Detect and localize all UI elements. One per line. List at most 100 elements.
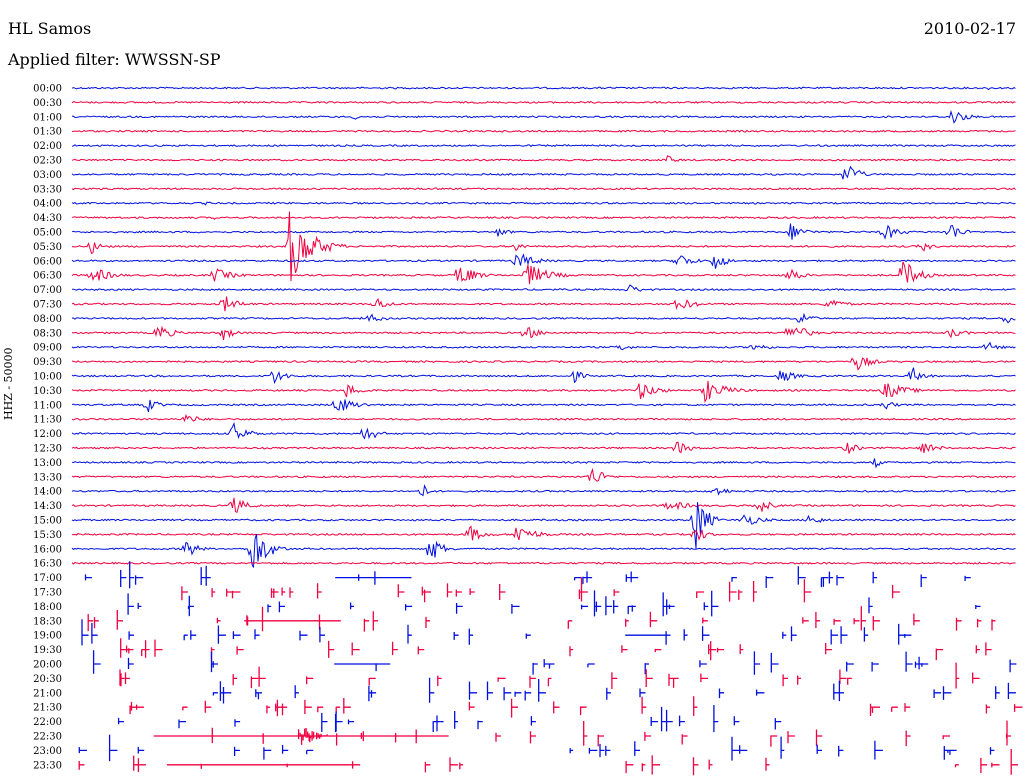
time-tick-label: 09:30 bbox=[33, 357, 62, 368]
trace-row-1230 bbox=[71, 441, 1016, 454]
time-tick-label: 23:30 bbox=[33, 760, 62, 771]
trace-spikes bbox=[78, 734, 995, 762]
time-tick-label: 15:00 bbox=[33, 516, 62, 527]
time-tick-label: 18:30 bbox=[33, 616, 62, 627]
trace-row-1830 bbox=[87, 606, 996, 632]
trace-row-0200 bbox=[71, 144, 1016, 148]
trace-spikes bbox=[120, 638, 992, 661]
trace-row-1300 bbox=[71, 458, 1016, 469]
time-tick-label: 16:00 bbox=[33, 544, 62, 555]
time-tick-label: 07:30 bbox=[33, 300, 62, 311]
time-tick-label: 20:30 bbox=[33, 674, 62, 685]
trace-row-0730 bbox=[71, 296, 1016, 312]
trace-row-1530 bbox=[72, 525, 1016, 541]
trace-row-0130 bbox=[71, 129, 1016, 133]
time-tick-label: 11:00 bbox=[33, 400, 62, 411]
time-tick-label: 02:30 bbox=[33, 156, 62, 167]
trace-row-2200 bbox=[117, 705, 782, 733]
time-tick-label: 10:00 bbox=[33, 372, 62, 383]
time-tick-labels: 00:00 00:30 01:00 01:30 02:00 02:30 03:00 03:30… bbox=[33, 84, 62, 772]
trace-spikes bbox=[78, 749, 1018, 776]
trace-row-0700 bbox=[72, 284, 1016, 292]
trace-spikes bbox=[127, 590, 981, 617]
time-tick-label: 12:30 bbox=[33, 444, 62, 455]
trace-spikes bbox=[81, 619, 912, 646]
trace-row-0800 bbox=[71, 312, 1016, 324]
time-tick-label: 01:00 bbox=[33, 112, 62, 123]
trace-row-0900 bbox=[71, 341, 1016, 351]
trace-row-0630 bbox=[71, 261, 1016, 285]
time-tick-label: 23:00 bbox=[33, 746, 62, 757]
trace-row-1930 bbox=[120, 638, 992, 661]
trace-row-0530 bbox=[71, 211, 1016, 282]
trace-row-1800 bbox=[127, 590, 981, 617]
trace-row-1330 bbox=[71, 467, 1016, 482]
time-tick-label: 00:00 bbox=[33, 84, 62, 95]
trace-spikes bbox=[129, 696, 1023, 718]
time-tick-label: 15:30 bbox=[33, 530, 62, 541]
trace-spikes bbox=[153, 720, 1011, 747]
time-tick-label: 22:00 bbox=[33, 717, 62, 728]
time-tick-label: 22:30 bbox=[33, 732, 62, 743]
time-tick-label: 21:00 bbox=[33, 688, 62, 699]
time-tick-label: 16:30 bbox=[33, 559, 62, 570]
trace-row-1630 bbox=[71, 561, 1016, 565]
trace-row-1130 bbox=[71, 413, 1016, 423]
time-tick-label: 19:00 bbox=[33, 631, 62, 642]
time-tick-label: 08:30 bbox=[33, 328, 62, 339]
time-tick-label: 10:30 bbox=[33, 386, 62, 397]
trace-row-1100 bbox=[71, 399, 1016, 413]
trace-row-0230 bbox=[71, 155, 1016, 162]
time-tick-label: 05:30 bbox=[33, 242, 62, 253]
trace-row-0830 bbox=[71, 325, 1016, 340]
trace-row-2100 bbox=[212, 677, 1016, 704]
trace-row-1030 bbox=[71, 380, 1016, 404]
trace-row-1730 bbox=[181, 577, 900, 603]
time-tick-label: 14:00 bbox=[33, 487, 62, 498]
trace-row-2000 bbox=[92, 650, 1017, 675]
trace-row-1600 bbox=[71, 533, 1016, 568]
trace-row-1700 bbox=[84, 561, 971, 589]
time-tick-label: 09:00 bbox=[33, 343, 62, 354]
time-tick-label: 13:30 bbox=[33, 472, 62, 483]
time-tick-label: 05:00 bbox=[33, 228, 62, 239]
trace-row-0400 bbox=[71, 201, 1016, 206]
time-tick-label: 03:30 bbox=[33, 184, 62, 195]
trace-row-0000 bbox=[71, 86, 1016, 91]
trace-row-0430 bbox=[71, 216, 1016, 220]
trace-row-2030 bbox=[119, 662, 980, 689]
time-tick-label: 18:00 bbox=[33, 602, 62, 613]
trace-row-0330 bbox=[71, 187, 1016, 191]
time-tick-label: 04:00 bbox=[33, 199, 62, 210]
trace-row-2330 bbox=[78, 749, 1018, 776]
time-tick-label: 11:30 bbox=[33, 415, 62, 426]
trace-spikes bbox=[84, 561, 971, 589]
trace-row-1900 bbox=[81, 619, 912, 646]
time-tick-label: 19:30 bbox=[33, 645, 62, 656]
time-tick-label: 08:00 bbox=[33, 314, 62, 325]
filter-label: Applied filter: WWSSN-SP bbox=[8, 50, 221, 69]
time-tick-label: 06:00 bbox=[33, 256, 62, 267]
trace-row-0300 bbox=[71, 165, 1016, 180]
time-tick-label: 06:30 bbox=[33, 271, 62, 282]
time-tick-label: 03:00 bbox=[33, 170, 62, 181]
trace-spikes bbox=[87, 606, 996, 632]
time-tick-label: 20:00 bbox=[33, 660, 62, 671]
trace-spikes bbox=[117, 705, 782, 733]
time-tick-label: 04:30 bbox=[33, 213, 62, 224]
trace-row-1400 bbox=[71, 484, 1016, 497]
record-date: 2010-02-17 bbox=[923, 19, 1016, 38]
time-tick-label: 07:00 bbox=[33, 285, 62, 296]
trace-row-2300 bbox=[78, 734, 995, 762]
trace-row-1500 bbox=[71, 502, 1016, 549]
trace-row-1200 bbox=[71, 421, 1016, 440]
station-title: HL Samos bbox=[8, 19, 92, 38]
trace-row-2230 bbox=[153, 720, 1011, 747]
trace-row-1430 bbox=[71, 497, 1016, 514]
time-tick-label: 21:30 bbox=[33, 703, 62, 714]
trace-spikes bbox=[92, 650, 1017, 675]
trace-spikes bbox=[119, 662, 980, 689]
trace-row-0030 bbox=[71, 100, 1016, 104]
time-tick-label: 01:30 bbox=[33, 127, 62, 138]
